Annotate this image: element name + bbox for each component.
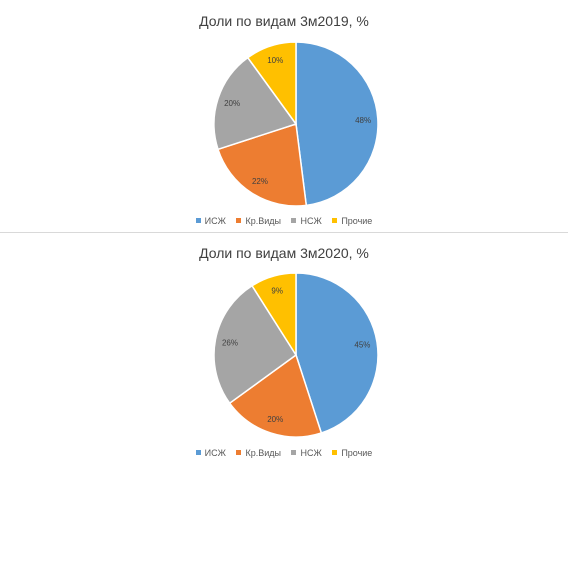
pie-plot-area: 45% 20% 26% 9% [213, 272, 379, 438]
legend-label: Кр.Виды [245, 216, 281, 226]
legend-swatch [195, 218, 201, 223]
legend-swatch [236, 450, 242, 455]
legend-item-prochie: Прочие [332, 448, 372, 458]
pie-chart-2020: Доли по видам 3м2020, % 45% 20% 26% 9% ИСЖ … [0, 234, 568, 464]
data-label: 10% [267, 56, 283, 65]
chart-legend: ИСЖ Кр.Виды НСЖ Прочие [0, 448, 568, 458]
slice-nsj [213, 56, 298, 151]
chart-legend: ИСЖ Кр.Виды НСЖ Прочие [0, 216, 568, 226]
legend-item-kr-vidy: Кр.Виды [236, 216, 281, 226]
legend-swatch [236, 218, 242, 223]
legend-item-nsj: НСЖ [291, 216, 322, 226]
legend-label: Прочие [341, 448, 373, 458]
legend-label: НСЖ [300, 216, 322, 226]
slice-nsj [213, 284, 298, 405]
legend-swatch [332, 450, 338, 455]
legend-item-prochie: Прочие [332, 216, 372, 226]
chart-divider [0, 232, 568, 233]
data-label: 26% [222, 338, 238, 347]
legend-item-kr-vidy: Кр.Виды [236, 448, 281, 458]
legend-swatch [291, 218, 297, 223]
legend-label: ИСЖ [204, 216, 226, 226]
legend-swatch [332, 218, 338, 223]
chart-title: Доли по видам 3м2019, % [199, 13, 369, 29]
legend-label: ИСЖ [204, 448, 226, 458]
legend-label: Кр.Виды [245, 448, 281, 458]
data-label: 9% [271, 286, 283, 295]
data-label: 48% [355, 116, 371, 125]
data-label: 20% [224, 99, 240, 108]
legend-item-isj: ИСЖ [195, 216, 226, 226]
slice-kr-vidy [228, 353, 323, 438]
data-label: 20% [267, 415, 283, 424]
legend-swatch [291, 450, 297, 455]
legend-item-isj: ИСЖ [195, 448, 226, 458]
slice-kr-vidy [217, 123, 308, 207]
slice-isj [295, 41, 379, 207]
data-label: 45% [354, 341, 370, 350]
chart-title: Доли по видам 3м2020, % [199, 245, 369, 261]
pie-chart-2019: Доли по видам 3м2019, % 48% 22% 20% 10% ИСЖ… [0, 0, 568, 232]
legend-item-nsj: НСЖ [291, 448, 322, 458]
pie-plot-area: 48% 22% 20% 10% [213, 41, 379, 207]
slice-prochie [251, 272, 297, 358]
legend-swatch [195, 450, 201, 455]
legend-label: НСЖ [300, 448, 322, 458]
legend-label: Прочие [341, 216, 373, 226]
slice-isj [295, 272, 379, 434]
data-label: 22% [252, 177, 268, 186]
slice-prochie [246, 41, 297, 127]
